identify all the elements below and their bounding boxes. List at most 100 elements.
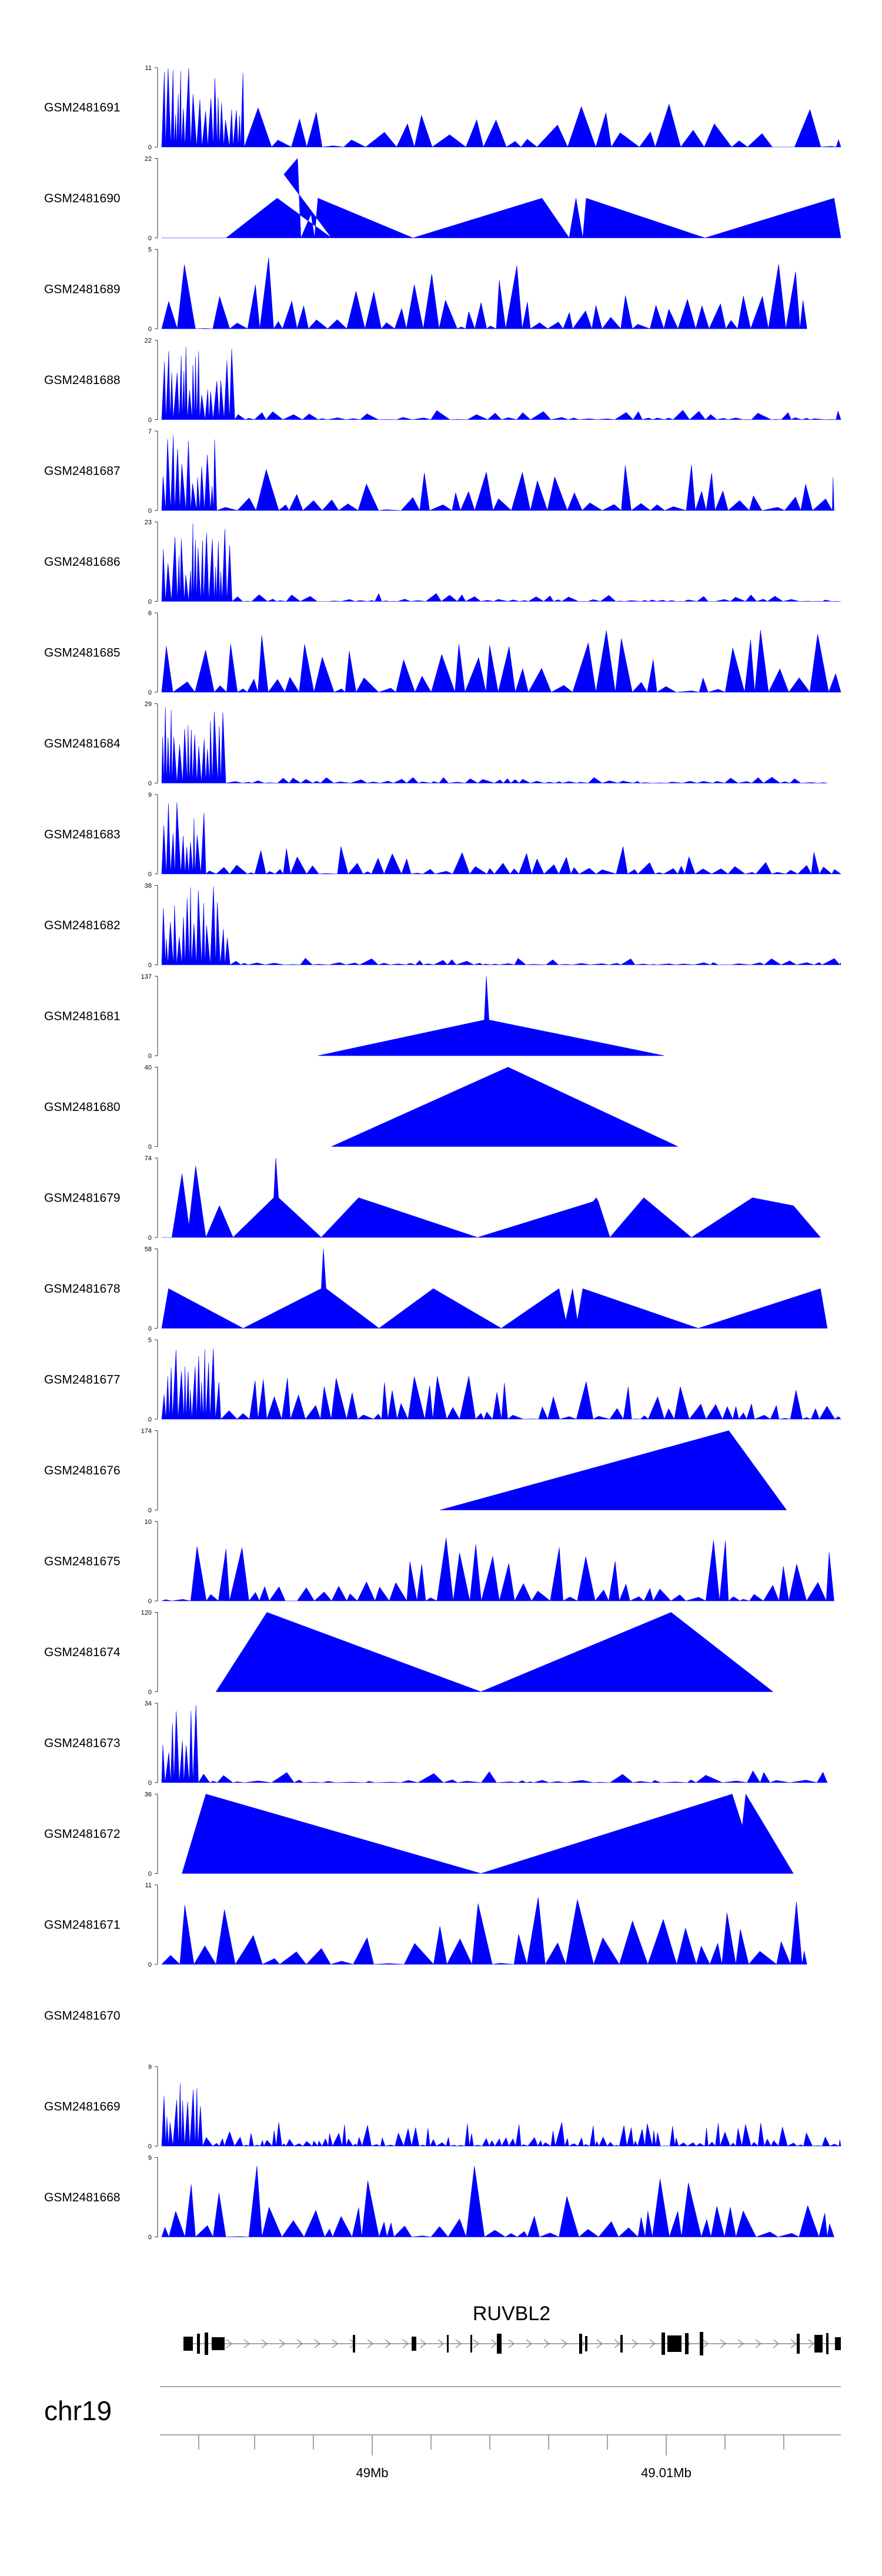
exon	[814, 2335, 823, 2353]
strand-arrow	[455, 2339, 462, 2348]
track-GSM2481678: GSM2481678 58 0	[44, 1246, 828, 1333]
track-label: GSM2481684	[44, 737, 121, 750]
chromosome-axis: chr19 49Mb 49.01Mb	[44, 2386, 841, 2480]
y-max-label: 22	[145, 156, 152, 163]
coverage-area	[161, 1897, 807, 1965]
track-label: GSM2481683	[44, 828, 121, 842]
coverage-area	[216, 1612, 773, 1692]
y-zero-label: 0	[148, 1416, 152, 1423]
y-max-label: 137	[141, 973, 152, 980]
strand-arrow	[261, 2339, 268, 2348]
exon	[579, 2334, 582, 2354]
track-label: GSM2481673	[44, 1737, 121, 1750]
track-GSM2481669: GSM2481669 9 0	[44, 2064, 841, 2150]
track-GSM2481675: GSM2481675 10 0	[44, 1519, 834, 1605]
exon	[412, 2337, 416, 2351]
y-zero-label: 0	[148, 1689, 152, 1696]
y-zero-label: 0	[148, 417, 152, 424]
track-label: GSM2481679	[44, 1192, 121, 1205]
coverage-area	[161, 2083, 841, 2147]
exon	[447, 2335, 449, 2353]
track-label: GSM2481675	[44, 1555, 121, 1569]
coverage-area	[161, 1249, 828, 1329]
y-zero-label: 0	[148, 508, 152, 515]
position-label: 49Mb	[356, 2465, 388, 2480]
y-zero-label: 0	[148, 2143, 152, 2150]
coverage-area	[161, 346, 841, 420]
strand-arrow	[543, 2339, 550, 2348]
y-zero-label: 0	[148, 1780, 152, 1787]
y-zero-label: 0	[148, 2234, 152, 2241]
y-max-label: 7	[148, 428, 152, 435]
track-label: GSM2481680	[44, 1100, 121, 1114]
track-GSM2481689: GSM2481689 5 0	[44, 246, 807, 333]
y-max-label: 5	[148, 1337, 152, 1344]
strand-arrow	[314, 2339, 321, 2348]
y-max-label: 58	[145, 1246, 152, 1253]
track-GSM2481691: GSM2481691 11 0	[44, 65, 841, 151]
track-GSM2481690: GSM2481690 22 0	[44, 156, 841, 242]
exon	[497, 2334, 502, 2354]
track-GSM2481682: GSM2481682 38 0	[44, 883, 841, 969]
y-zero-label: 0	[148, 144, 152, 151]
strand-arrow	[737, 2339, 744, 2348]
gene-model: RUVBL2	[183, 2303, 841, 2355]
strand-arrow	[332, 2339, 339, 2348]
chromosome-label: chr19	[44, 2395, 112, 2426]
strand-arrow	[226, 2339, 233, 2348]
strand-arrow	[508, 2339, 515, 2348]
strand-arrow	[526, 2339, 533, 2348]
coverage-area	[161, 886, 841, 965]
strand-arrow	[473, 2339, 480, 2348]
strand-arrow	[279, 2339, 286, 2348]
coverage-area	[161, 258, 807, 329]
y-max-label: 23	[145, 519, 152, 526]
track-GSM2481680: GSM2481680 40 0	[44, 1065, 679, 1151]
track-GSM2481685: GSM2481685 6 0	[44, 610, 841, 696]
y-zero-label: 0	[148, 1053, 152, 1060]
track-GSM2481671: GSM2481671 11 0	[44, 1882, 807, 1968]
exon	[620, 2335, 623, 2353]
track-label: GSM2481689	[44, 283, 121, 296]
coverage-area	[318, 976, 664, 1056]
track-label: GSM2481669	[44, 2100, 121, 2114]
strand-arrow	[755, 2339, 762, 2348]
track-GSM2481683: GSM2481683 9 0	[44, 792, 841, 878]
coverage-area	[161, 68, 841, 148]
track-label: GSM2481670	[44, 2009, 121, 2023]
exon	[667, 2335, 681, 2352]
track-GSM2481673: GSM2481673 34 0	[44, 1700, 828, 1787]
track-GSM2481674: GSM2481674 120 0	[44, 1610, 773, 1696]
strand-arrow	[720, 2339, 727, 2348]
coverage-area	[161, 802, 841, 875]
y-zero-label: 0	[148, 1326, 152, 1333]
track-label: GSM2481687	[44, 465, 121, 478]
y-max-label: 40	[145, 1065, 152, 1072]
track-GSM2481676: GSM2481676 174 0	[44, 1428, 787, 1514]
y-max-label: 36	[145, 1791, 152, 1798]
y-zero-label: 0	[148, 1507, 152, 1514]
exon	[662, 2333, 665, 2355]
track-label: GSM2481690	[44, 192, 121, 205]
coverage-area	[161, 630, 841, 693]
track-GSM2481681: GSM2481681 137 0	[44, 973, 664, 1060]
y-max-label: 22	[145, 338, 152, 345]
track-label: GSM2481672	[44, 1827, 121, 1841]
track-label: GSM2481691	[44, 101, 121, 115]
exon	[585, 2336, 587, 2351]
track-label: GSM2481678	[44, 1282, 121, 1296]
track-GSM2481672: GSM2481672 36 0	[44, 1791, 794, 1878]
y-max-label: 120	[141, 1610, 152, 1617]
track-label: GSM2481674	[44, 1646, 121, 1659]
track-GSM2481687: GSM2481687 7 0	[44, 428, 834, 515]
y-max-label: 5	[148, 246, 152, 253]
strand-arrow	[614, 2339, 621, 2348]
strand-arrow	[596, 2339, 603, 2348]
coverage-area	[161, 2165, 834, 2237]
strand-arrow	[773, 2339, 780, 2348]
coverage-area	[161, 435, 834, 511]
track-GSM2481688: GSM2481688 22 0	[44, 338, 841, 424]
y-zero-label: 0	[148, 1144, 152, 1151]
coverage-area	[161, 523, 841, 602]
